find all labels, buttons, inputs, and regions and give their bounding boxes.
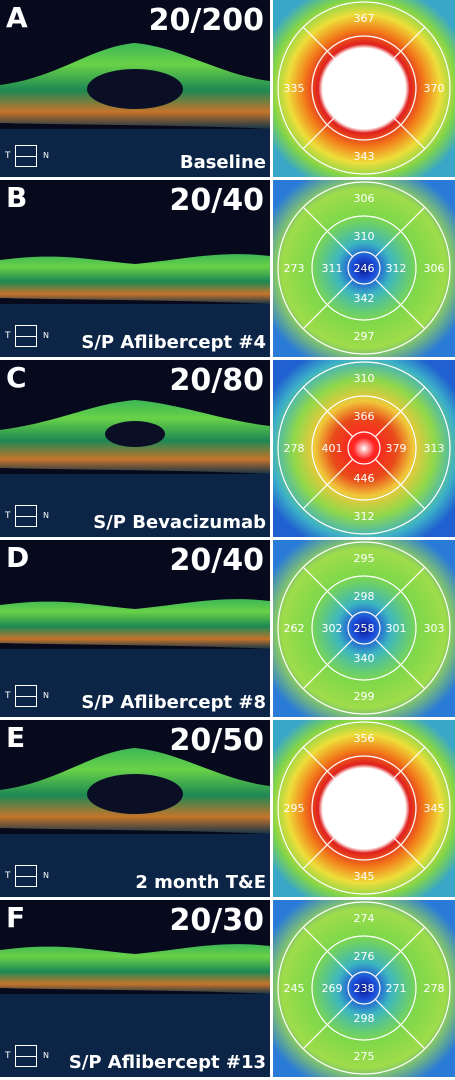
orientation-temporal: T [5, 871, 11, 881]
thickness-inner-left: 401 [322, 442, 343, 455]
thickness-inner-left: 302 [322, 622, 343, 635]
oct-scan [0, 360, 270, 537]
panel-letter: D [6, 541, 30, 574]
orientation-nasal: N [43, 331, 49, 340]
thickness-top: 306 [354, 192, 375, 205]
thickness-top: 310 [354, 372, 375, 385]
thickness-inner-bottom: 342 [354, 292, 375, 305]
thickness-right: 278 [424, 982, 445, 995]
thickness-bottom: 275 [354, 1050, 375, 1063]
thickness-top: 295 [354, 552, 375, 565]
visual-acuity: 20/200 [148, 3, 264, 38]
oct-scan [0, 540, 270, 717]
thickness-inner-right: 379 [386, 442, 407, 455]
thickness-map: 274 275 245 278 276 298 269 271 238 [273, 900, 455, 1077]
orientation-nasal: N [43, 1051, 49, 1060]
panel-letter: A [6, 1, 28, 34]
thickness-left: 278 [284, 442, 305, 455]
thickness-right: 345 [424, 802, 445, 815]
panel-e: E 20/50 2 month T&E T N 356 345 295 345 [0, 720, 455, 897]
thickness-bottom: 312 [354, 510, 375, 523]
orientation-temporal: T [5, 511, 11, 521]
thickness-map: 310 312 278 313 366 446 401 379 [273, 360, 455, 537]
thickness-right: 313 [424, 442, 445, 455]
thickness-inner-left: 269 [322, 982, 343, 995]
visual-acuity: 20/40 [169, 543, 264, 578]
thickness-inner-left: 311 [322, 262, 343, 275]
panel-b: B 20/40 S/P Aflibercept #4 T N 306 297 273 306 31… [0, 180, 455, 357]
thickness-map: 356 345 295 345 [273, 720, 455, 897]
thickness-map: 295 299 262 303 298 340 302 301 258 [273, 540, 455, 717]
thickness-inner-bottom: 298 [354, 1012, 375, 1025]
thickness-left: 335 [284, 82, 305, 95]
thickness-inner-top: 366 [354, 410, 375, 423]
treatment-caption: S/P Bevacizumab [93, 512, 266, 533]
treatment-caption: S/P Aflibercept #8 [81, 692, 266, 713]
thickness-center: 238 [354, 982, 375, 995]
treatment-caption: 2 month T&E [135, 872, 266, 893]
thickness-inner-top: 310 [354, 230, 375, 243]
orientation-nasal: N [43, 691, 49, 700]
thickness-center: 258 [354, 622, 375, 635]
thickness-inner-right: 271 [386, 982, 407, 995]
thickness-left: 273 [284, 262, 305, 275]
thickness-inner-bottom: 340 [354, 652, 375, 665]
oct-scan [0, 900, 270, 1077]
orientation-nasal: N [43, 871, 49, 880]
treatment-caption: S/P Aflibercept #13 [68, 1052, 266, 1073]
panel-letter: C [6, 361, 27, 394]
visual-acuity: 20/50 [169, 723, 264, 758]
thickness-top: 367 [354, 12, 375, 25]
orientation-temporal: T [5, 691, 11, 701]
orientation-temporal: T [5, 1051, 11, 1061]
visual-acuity: 20/30 [169, 903, 264, 938]
treatment-caption: S/P Aflibercept #4 [81, 332, 266, 353]
panel-letter: F [6, 901, 26, 934]
thickness-center: 246 [354, 262, 375, 275]
orientation-nasal: N [43, 511, 49, 520]
panel-letter: B [6, 181, 28, 214]
thickness-inner-top: 298 [354, 590, 375, 603]
thickness-top: 274 [354, 912, 375, 925]
orientation-temporal: T [5, 331, 11, 341]
thickness-inner-bottom: 446 [354, 472, 375, 485]
thickness-inner-top: 276 [354, 950, 375, 963]
thickness-left: 295 [284, 802, 305, 815]
panel-a: A 20/200 Baseline T N 367 343 335 370 [0, 0, 455, 177]
oct-scan [0, 0, 270, 177]
oct-scan [0, 720, 270, 897]
thickness-left: 262 [284, 622, 305, 635]
thickness-map: 367 343 335 370 [273, 0, 455, 177]
treatment-caption: Baseline [179, 152, 266, 173]
thickness-inner-right: 301 [386, 622, 407, 635]
panel-f: F 20/30 S/P Aflibercept #13 T N 274 275 245 278 2… [0, 900, 455, 1077]
thickness-right: 370 [424, 82, 445, 95]
thickness-bottom: 297 [354, 330, 375, 343]
thickness-right: 303 [424, 622, 445, 635]
oct-scan [0, 180, 270, 357]
visual-acuity: 20/80 [169, 363, 264, 398]
thickness-map: 306 297 273 306 310 342 311 312 246 [273, 180, 455, 357]
thickness-left: 245 [284, 982, 305, 995]
thickness-bottom: 345 [354, 870, 375, 883]
panel-c: C 20/80 S/P Bevacizumab T N 310 312 278 313 366 44… [0, 360, 455, 537]
visual-acuity: 20/40 [169, 183, 264, 218]
thickness-bottom: 299 [354, 690, 375, 703]
orientation-temporal: T [5, 151, 11, 161]
thickness-top: 356 [354, 732, 375, 745]
thickness-bottom: 343 [354, 150, 375, 163]
panel-d: D 20/40 S/P Aflibercept #8 T N 295 299 262 303 29… [0, 540, 455, 717]
orientation-nasal: N [43, 151, 49, 160]
thickness-inner-right: 312 [386, 262, 407, 275]
thickness-right: 306 [424, 262, 445, 275]
panel-letter: E [6, 721, 26, 754]
